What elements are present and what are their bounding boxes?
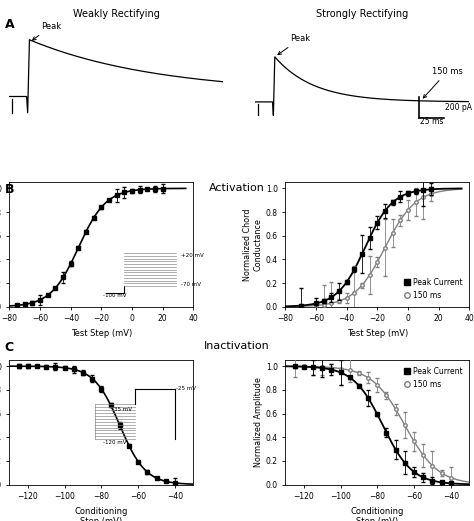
Title: Strongly Rectifying: Strongly Rectifying [316, 9, 409, 19]
Text: Activation: Activation [209, 183, 265, 193]
Text: 25 ms: 25 ms [420, 117, 443, 127]
Text: Peak: Peak [278, 34, 310, 55]
X-axis label: Test Step (mV): Test Step (mV) [346, 329, 408, 338]
Text: A: A [5, 18, 14, 31]
Title: Weakly Rectifying: Weakly Rectifying [73, 9, 160, 19]
Y-axis label: Normalized Amplitude: Normalized Amplitude [254, 377, 263, 467]
Text: C: C [5, 341, 14, 354]
Legend: Peak Current, 150 ms: Peak Current, 150 ms [401, 364, 465, 392]
Text: Peak: Peak [33, 22, 61, 40]
X-axis label: Test Step (mV): Test Step (mV) [71, 329, 132, 338]
Text: 150 ms: 150 ms [423, 67, 463, 98]
Y-axis label: Normalized Chord
Conductance: Normalized Chord Conductance [244, 208, 263, 281]
Text: B: B [5, 183, 14, 196]
X-axis label: Conditioning
Step (mV): Conditioning Step (mV) [351, 507, 404, 521]
Text: Inactivation: Inactivation [204, 341, 270, 351]
X-axis label: Conditioning
Step (mV): Conditioning Step (mV) [75, 507, 128, 521]
Legend: Peak Current, 150 ms: Peak Current, 150 ms [401, 275, 465, 303]
Text: 200 pA: 200 pA [445, 103, 472, 112]
